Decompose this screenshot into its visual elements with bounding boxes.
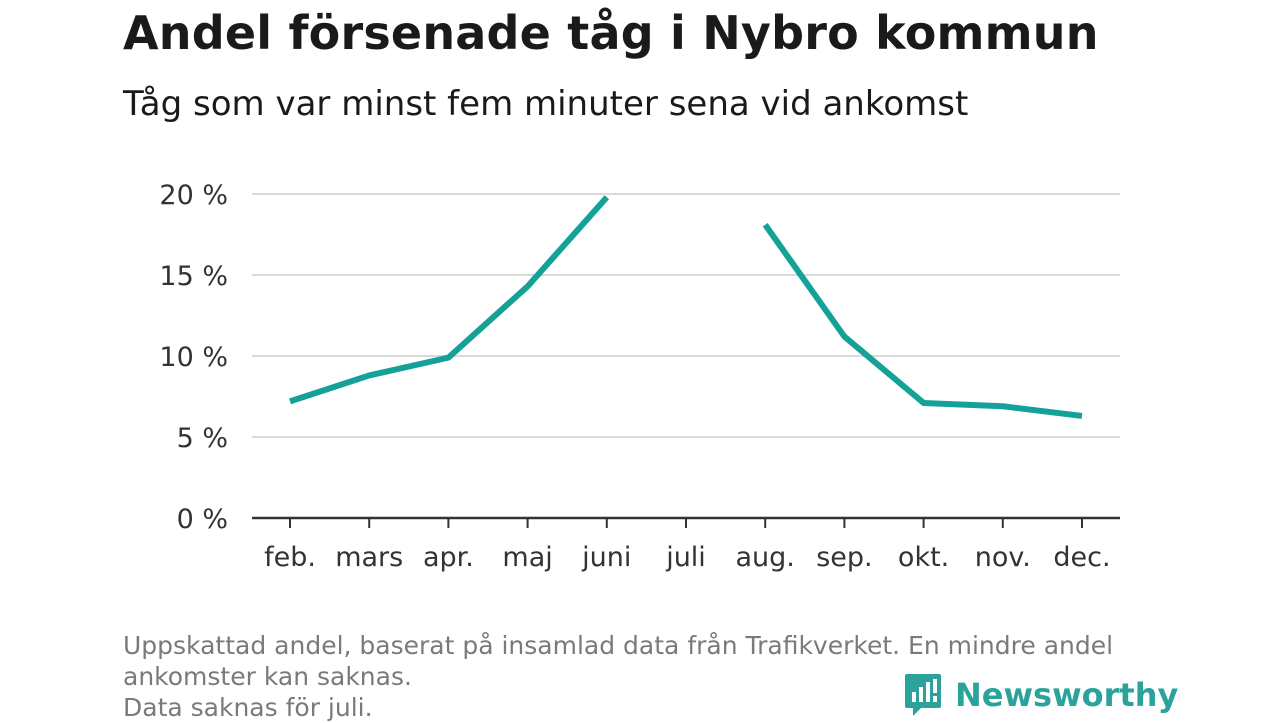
brand-logo: Newsworthy [903,672,1178,718]
x-tick-label: juli [665,542,706,573]
series-line [762,223,1083,419]
y-tick-label: 5 % [177,423,228,454]
x-tick-label: okt. [898,542,949,573]
brand-name: Newsworthy [955,676,1179,714]
footnote: Uppskattad andel, baserat på insamlad da… [123,630,1163,723]
footnote-line: Uppskattad andel, baserat på insamlad da… [123,631,1114,660]
line-chart: 0 % 5 % 10 % 15 % 20 % feb. mars apr. maj juni jul… [159,180,1120,573]
x-tick-label: juni [581,542,631,573]
page-subtitle: Tåg som var minst fem minuter sena vid a… [123,84,969,124]
page-title: Andel försenade tåg i Nybro kommun [123,6,1099,60]
footnote-line: ankomster kan saknas. [123,662,412,691]
footnote-line: Data saknas för juli. [123,693,373,722]
x-tick-label: maj [502,542,552,573]
y-tick-label: 10 % [159,342,228,373]
x-tick-label: sep. [816,542,872,573]
x-tick-label: apr. [423,542,474,573]
series-line [289,195,610,405]
x-tick-label: nov. [975,542,1031,573]
y-tick-label: 0 % [177,504,228,535]
x-tick-label: aug. [736,542,795,573]
y-tick-label: 15 % [159,261,228,292]
y-tick-label: 20 % [159,180,228,211]
newsworthy-logo-icon [905,674,941,716]
x-tick-label: feb. [264,542,316,573]
x-tick-label: dec. [1053,542,1110,573]
x-tick-label: mars [335,542,403,573]
